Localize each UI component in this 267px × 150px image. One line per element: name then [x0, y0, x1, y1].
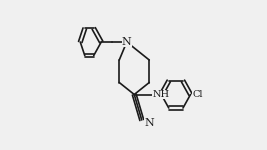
Text: NH: NH	[152, 90, 169, 99]
Text: N: N	[144, 118, 154, 128]
Text: N: N	[122, 37, 132, 47]
Text: Cl: Cl	[192, 90, 203, 99]
